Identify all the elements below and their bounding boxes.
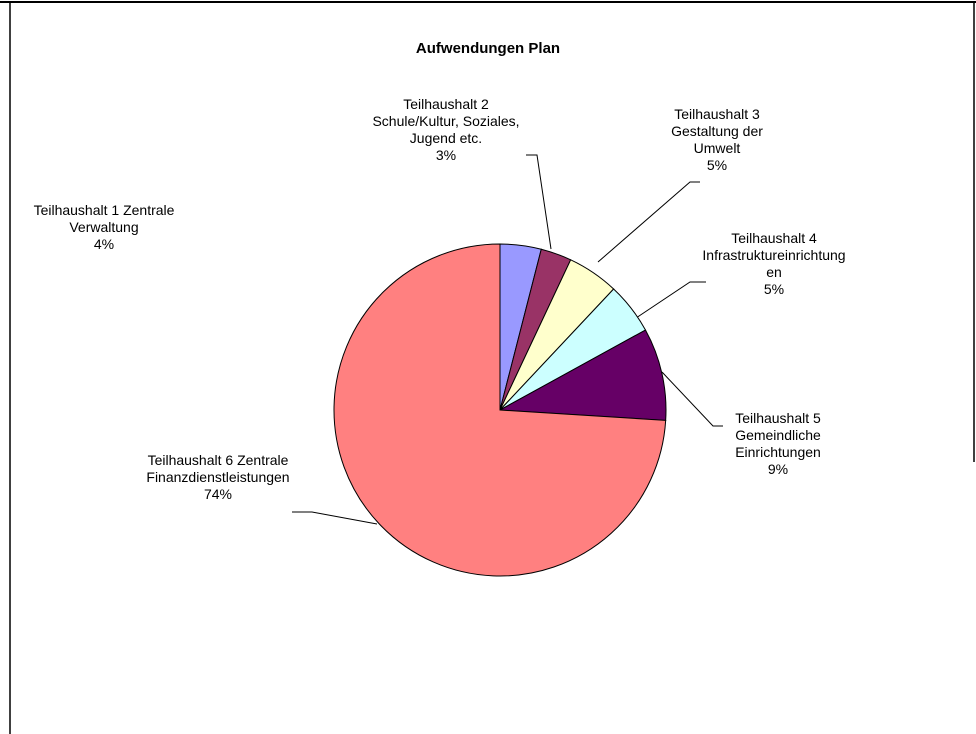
category-label: Teilhaushalt 4 Infrastruktureinrichtunge…	[702, 230, 846, 280]
slice-label: Teilhaushalt 3 Gestaltung der Umwelt 5%	[661, 106, 773, 174]
pie-slice	[333, 243, 667, 577]
leader-line	[661, 371, 723, 427]
leader-lines	[292, 154, 723, 525]
value-label: 3%	[435, 147, 457, 163]
value-label: 74%	[203, 486, 233, 502]
value-label: 9%	[767, 461, 789, 477]
category-label: Teilhaushalt 6 Zentrale Finanzdienstleis…	[146, 452, 290, 485]
pie-slice	[498, 329, 667, 421]
chart-title: Aufwendungen Plan	[415, 40, 561, 57]
slice-label: Teilhaushalt 6 Zentrale Finanzdienstleis…	[143, 452, 293, 503]
value-label: 5%	[706, 157, 728, 173]
leader-line	[629, 281, 706, 323]
category-label: Teilhaushalt 2 Schule/Kultur, Soziales, …	[372, 96, 520, 146]
category-label: Teilhaushalt 5 Gemeindliche Einrichtunge…	[735, 410, 821, 460]
category-label: Teilhaushalt 1 Zentrale Verwaltung	[33, 202, 175, 235]
category-label: Teilhaushalt 3 Gestaltung der Umwelt	[671, 106, 763, 156]
value-label: 5%	[763, 281, 785, 297]
slice-label: Teilhaushalt 5 Gemeindliche Einrichtunge…	[713, 410, 843, 478]
leader-line	[292, 511, 378, 525]
leader-line	[597, 181, 700, 263]
slice-label: Teilhaushalt 2 Schule/Kultur, Soziales, …	[366, 96, 526, 164]
value-label: 4%	[93, 236, 115, 252]
leader-line	[526, 154, 552, 250]
slice-label: Teilhaushalt 1 Zentrale Verwaltung 4%	[24, 202, 184, 253]
slice-label: Teilhaushalt 4 Infrastruktureinrichtunge…	[701, 230, 847, 298]
